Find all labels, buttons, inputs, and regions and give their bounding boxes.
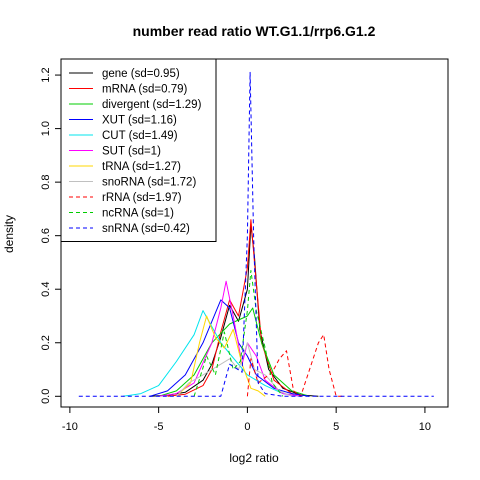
x-axis: -10 -5 0 5 10 bbox=[62, 407, 431, 433]
x-tick-label: 5 bbox=[333, 421, 339, 433]
y-tick-label: 0.6 bbox=[40, 228, 52, 243]
legend: gene (sd=0.95) mRNA (sd=0.79) divergent (s… bbox=[60, 58, 217, 242]
series-lines bbox=[78, 71, 434, 397]
series-line-9 bbox=[193, 270, 284, 397]
legend-entry: divergent (sd=1.29) bbox=[102, 99, 202, 111]
chart-title: number read ratio WT.G1.1/rrp6.G1.2 bbox=[133, 23, 376, 39]
legend-entry: snRNA (sd=0.42) bbox=[102, 223, 190, 235]
legend-entry: XUT (sd=1.16) bbox=[102, 115, 177, 127]
legend-entry: CUT (sd=1.49) bbox=[102, 130, 178, 142]
legend-entry: ncRNA (sd=1) bbox=[102, 208, 174, 220]
legend-entry: mRNA (sd=0.79) bbox=[102, 84, 187, 96]
x-tick-label: -5 bbox=[154, 421, 164, 433]
y-tick-label: 0.8 bbox=[40, 174, 52, 189]
legend-entry: tRNA (sd=1.27) bbox=[102, 161, 181, 173]
legend-entry: snoRNA (sd=1.72) bbox=[102, 177, 196, 189]
series-line-2 bbox=[158, 307, 310, 397]
series-line-4 bbox=[123, 310, 301, 397]
y-tick-label: 1.2 bbox=[40, 67, 52, 82]
series-line-6 bbox=[176, 315, 266, 397]
y-tick-label: 1.0 bbox=[40, 121, 52, 136]
x-tick-label: -10 bbox=[62, 421, 78, 433]
legend-entry: rRNA (sd=1.97) bbox=[102, 192, 182, 204]
y-axis: 0.0 0.2 0.4 0.6 0.8 1.0 1.2 bbox=[40, 67, 61, 404]
y-tick-label: 0.2 bbox=[40, 335, 52, 350]
series-line-5 bbox=[158, 280, 301, 397]
series-line-8 bbox=[246, 334, 345, 397]
legend-entry: gene (sd=0.95) bbox=[102, 68, 180, 80]
legend-entry: SUT (sd=1) bbox=[102, 146, 161, 158]
x-axis-label: log2 ratio bbox=[229, 451, 279, 465]
y-tick-label: 0.0 bbox=[40, 389, 52, 404]
x-tick-label: 0 bbox=[244, 421, 250, 433]
series-line-1 bbox=[167, 219, 310, 397]
x-tick-label: 10 bbox=[419, 421, 431, 433]
y-tick-label: 0.4 bbox=[40, 282, 52, 297]
y-axis-label: density bbox=[2, 215, 16, 253]
series-line-10 bbox=[78, 71, 434, 397]
series-line-0 bbox=[149, 224, 319, 397]
